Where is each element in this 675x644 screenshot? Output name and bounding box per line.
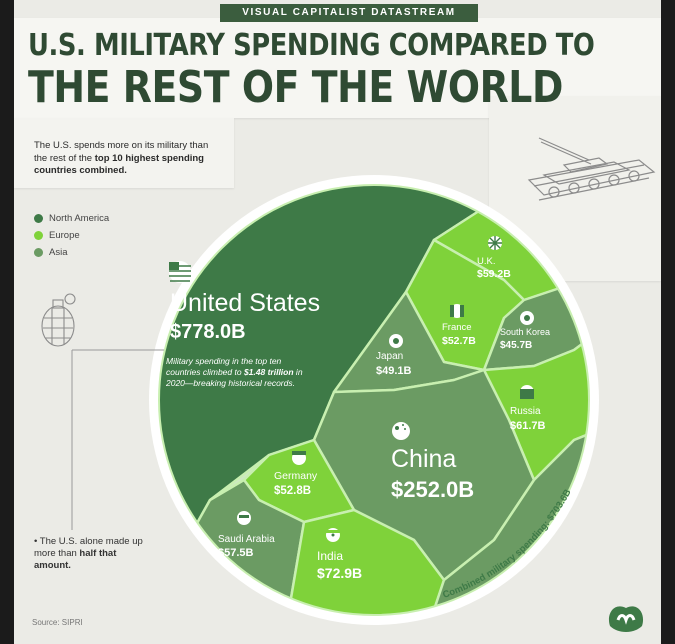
legend-dot — [34, 214, 43, 223]
legend-item-asia: Asia — [34, 244, 109, 261]
legend-item-europe: Europe — [34, 227, 109, 244]
visual-capitalist-logo-icon — [608, 606, 644, 632]
uk-flag-icon — [488, 236, 502, 250]
russia-flag-icon — [520, 385, 534, 399]
side-note: • The U.S. alone made up more than half … — [34, 536, 143, 571]
intro-text: The U.S. spends more on its military tha… — [34, 140, 209, 176]
label-uk: U.K. — [477, 256, 495, 267]
saudi-flag-icon — [237, 511, 251, 525]
label-russia: Russia — [510, 406, 541, 417]
value-united-states: $778.0B — [170, 321, 246, 343]
title-line-1: U.S. MILITARY SPENDING COMPARED TO — [28, 28, 595, 63]
infographic-page: VISUAL CAPITALIST DATASTREAM U.S. MILITA… — [14, 0, 661, 644]
us-flag-icon — [169, 261, 191, 283]
legend: North America Europe Asia — [34, 210, 109, 261]
value-india: $72.9B — [317, 565, 362, 581]
japan-flag-icon — [389, 334, 403, 348]
legend-item-north-america: North America — [34, 210, 109, 227]
china-flag-icon — [392, 422, 410, 440]
legend-dot — [34, 248, 43, 257]
us-note: Military spending in the top ten countri… — [166, 356, 303, 388]
label-india: India — [317, 549, 343, 563]
grenade-sketch-icon — [41, 293, 76, 347]
france-flag-icon — [450, 304, 464, 318]
chart-outline — [158, 184, 590, 616]
value-saudi-arabia: $57.5B — [218, 547, 254, 559]
value-south-korea: $45.7B — [500, 340, 532, 351]
value-germany: $52.8B — [274, 485, 311, 497]
label-france: France — [442, 322, 472, 333]
india-flag-icon — [326, 528, 340, 542]
paper-scrap — [14, 118, 234, 188]
south-korea-flag-icon — [520, 311, 534, 325]
value-china: $252.0B — [391, 477, 474, 502]
value-france: $52.7B — [442, 335, 476, 347]
value-russia: $61.7B — [510, 420, 546, 432]
label-germany: Germany — [274, 470, 318, 482]
treemap-chart: United States $778.0B China $252.0B Indi… — [71, 175, 599, 625]
label-japan: Japan — [376, 351, 403, 362]
brand-banner: VISUAL CAPITALIST DATASTREAM — [220, 4, 478, 22]
label-china: China — [391, 445, 456, 473]
legend-dot — [34, 231, 43, 240]
us-note-container: Military spending in the top ten countri… — [166, 356, 303, 388]
value-uk: $59.2B — [477, 268, 511, 280]
title-line-2: THE REST OF THE WORLD — [28, 62, 563, 113]
label-united-states: United States — [170, 289, 320, 317]
value-japan: $49.1B — [376, 365, 412, 377]
label-saudi-arabia: Saudi Arabia — [218, 534, 275, 545]
tank-sketch-icon — [527, 137, 656, 201]
source-label: Source: SIPRI — [32, 618, 83, 627]
germany-flag-icon — [292, 451, 306, 465]
label-south-korea: South Korea — [500, 327, 550, 337]
